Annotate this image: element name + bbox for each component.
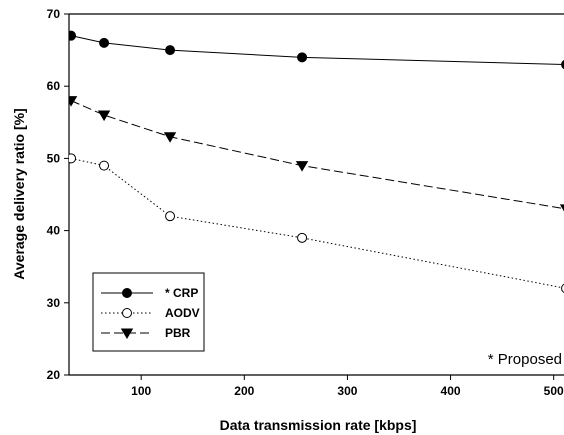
data-point-aodv	[561, 283, 564, 293]
data-point-aodv	[99, 160, 110, 171]
x-tick-label: 100	[131, 384, 151, 398]
axes	[64, 13, 564, 380]
data-point-pbr	[163, 132, 177, 143]
data-point-aodv	[297, 232, 308, 243]
data-point-crp	[297, 52, 308, 63]
x-tick-label: 500	[544, 384, 564, 398]
x-tick-label: 400	[441, 384, 461, 398]
y-tick-label: 30	[47, 296, 61, 310]
series-aodv	[69, 153, 564, 293]
data-point-crp	[165, 45, 176, 56]
y-tick-label: 70	[47, 7, 61, 21]
legend-label-crp: * CRP	[165, 286, 198, 300]
y-axis-label: Average delivery ratio [%]	[11, 108, 27, 279]
tick-labels: 100 200 300 400 500 20 30 40 50 60 70	[47, 7, 564, 398]
x-tick-label: 200	[234, 384, 254, 398]
data-point-aodv	[69, 153, 77, 164]
data-point-pbr	[97, 110, 111, 122]
series-line-crp	[70, 35, 564, 65]
legend-label-pbr: PBR	[165, 326, 191, 340]
series-line-pbr	[70, 100, 564, 210]
legend-marker-crp	[122, 288, 132, 298]
series-layer	[69, 30, 564, 293]
series-pbr	[69, 96, 564, 212]
y-tick-label: 40	[47, 224, 61, 238]
data-point-pbr	[69, 96, 78, 107]
y-tick-label: 20	[47, 368, 61, 382]
series-crp	[69, 30, 564, 70]
legend-label-aodv: AODV	[165, 306, 200, 320]
data-point-pbr	[559, 204, 564, 212]
legend-box	[92, 272, 205, 352]
data-point-aodv	[165, 211, 176, 222]
x-tick-label: 300	[337, 384, 357, 398]
y-tick-label: 50	[47, 151, 61, 165]
data-point-crp	[561, 59, 564, 70]
series-line-aodv	[70, 157, 564, 289]
data-point-pbr	[295, 161, 309, 172]
legend-marker-aodv	[122, 308, 132, 318]
data-point-crp	[69, 30, 77, 41]
legend-marker-pbr	[120, 328, 134, 340]
y-tick-label: 60	[47, 79, 61, 93]
data-point-crp	[99, 37, 110, 48]
proposed-annotation: * Proposed	[488, 351, 562, 368]
legend: * CRP AODV PBR	[92, 272, 205, 352]
x-axis-label: Data transmission rate [kbps]	[220, 417, 417, 433]
